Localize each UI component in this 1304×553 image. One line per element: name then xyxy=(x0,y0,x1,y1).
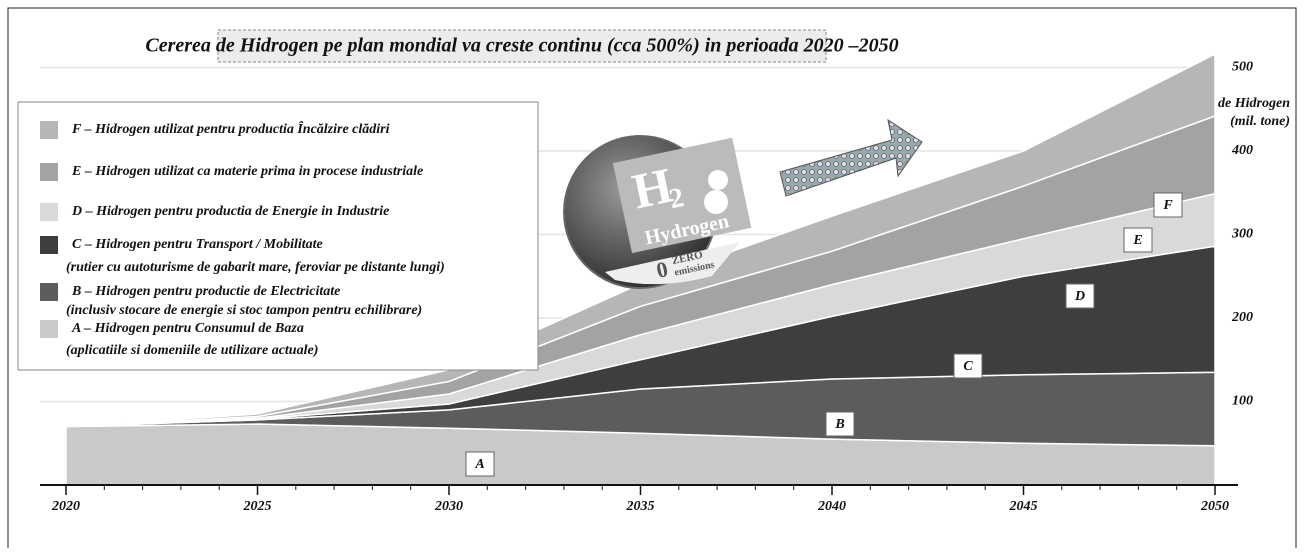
area-label-box xyxy=(1123,227,1153,253)
y-axis-label: (mil. tone) xyxy=(1230,114,1290,129)
legend-swatch xyxy=(40,320,58,338)
legend-swatch xyxy=(40,203,58,221)
legend-swatch xyxy=(40,283,58,301)
legend-label: D – Hidrogen pentru productia de Energie… xyxy=(71,204,389,219)
area-label: C xyxy=(963,359,973,374)
x-tick-label: 2040 xyxy=(817,499,846,514)
area-label-box xyxy=(1065,283,1095,309)
area-label: D xyxy=(1074,289,1085,304)
legend-description: (inclusiv stocare de energie si stoc tam… xyxy=(66,303,422,318)
y-tick-label: 500 xyxy=(1232,60,1253,75)
image-badge-zero: 0 xyxy=(654,256,670,283)
area-label: B xyxy=(834,417,844,432)
image-atom xyxy=(708,170,728,190)
legend-swatch xyxy=(40,236,58,254)
x-tick-label: 2020 xyxy=(51,499,80,514)
legend-label: F – Hidrogen utilizat pentru productia Î… xyxy=(71,120,390,137)
area-label: A xyxy=(474,457,484,472)
hydrogen-image: H 2 Hydrogen 0 ZERO emissions xyxy=(563,135,752,289)
legend-description: (aplicatiile si domeniile de utilizare a… xyxy=(66,343,318,358)
y-tick-label: 300 xyxy=(1231,227,1253,242)
legend-label: E – Hidrogen utilizat ca materie prima i… xyxy=(71,164,423,179)
legend-swatch xyxy=(40,163,58,181)
y-tick-label: 200 xyxy=(1231,310,1253,325)
plot: 2020 2025 2030 2035 2040 2045 2050 100 200 300 400… xyxy=(40,52,1253,514)
area-label-box xyxy=(465,451,495,477)
area-label-box xyxy=(825,411,855,437)
area-label: F xyxy=(1162,198,1173,213)
image-subscript: 2 xyxy=(667,182,687,215)
legend-label: A – Hidrogen pentru Consumul de Baza xyxy=(71,321,304,336)
image-sign xyxy=(612,137,752,254)
frame xyxy=(7,7,1297,553)
x-tick-label: 2025 xyxy=(243,499,272,514)
growth-arrow xyxy=(779,118,923,197)
area-label-box xyxy=(953,353,983,379)
legend: A – Hidrogen pentru Consumul de Baza (apl… xyxy=(40,120,445,358)
y-tick-label: 400 xyxy=(1231,143,1253,158)
x-tick-label: 2035 xyxy=(626,499,655,514)
x-tick-label: 2045 xyxy=(1009,499,1038,514)
area-label: E xyxy=(1132,233,1142,248)
legend-description: (rutier cu autoturisme de gabarit mare, … xyxy=(66,260,445,275)
area-label-box xyxy=(1153,192,1183,218)
legend-swatch xyxy=(40,121,58,139)
y-tick-label: 100 xyxy=(1232,394,1253,409)
image-badge xyxy=(605,242,740,285)
legend-label: B – Hidrogen pentru productie de Electri… xyxy=(71,284,340,299)
image-atom xyxy=(704,190,728,214)
title-box xyxy=(217,29,827,63)
legend-box xyxy=(17,101,539,371)
chart-title: Cererea de Hidrogen pe plan mondial va c… xyxy=(145,35,898,57)
x-tick-label: 2050 xyxy=(1200,499,1229,514)
x-tick-label: 2030 xyxy=(434,499,463,514)
legend-label: C – Hidrogen pentru Transport / Mobilita… xyxy=(72,237,323,252)
